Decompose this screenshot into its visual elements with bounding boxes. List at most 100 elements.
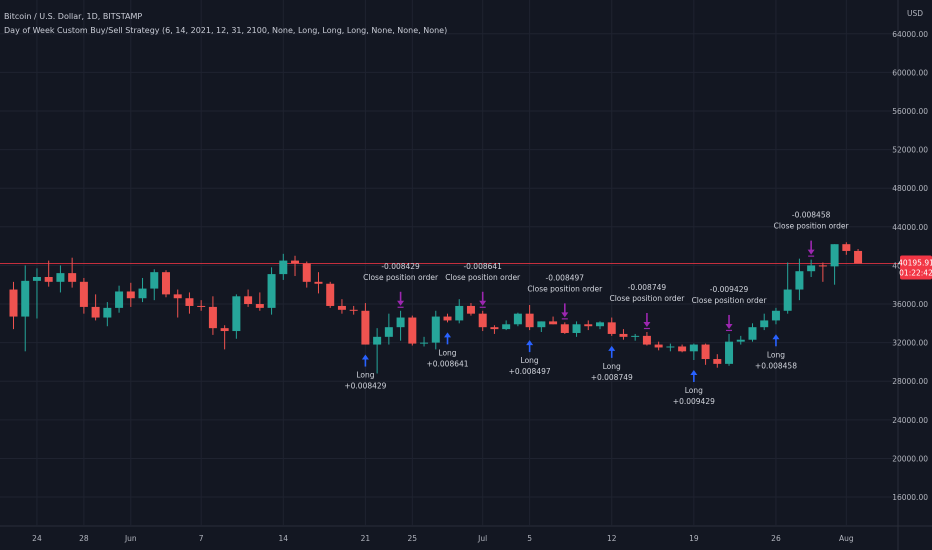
candle-body[interactable] (373, 336, 382, 345)
candle-body[interactable] (596, 322, 604, 327)
candle-body[interactable] (431, 316, 440, 343)
candle-body[interactable] (525, 313, 534, 328)
candle-body[interactable] (748, 327, 757, 340)
price-tick-label: 60000.00 (892, 68, 928, 77)
close-position-label: Close position order (363, 273, 439, 282)
candle-body[interactable] (384, 327, 393, 337)
currency-label[interactable]: USD (907, 9, 923, 18)
candle-body[interactable] (255, 304, 264, 308)
candle-body[interactable] (537, 321, 546, 328)
candle-body[interactable] (244, 296, 253, 305)
candle-body[interactable] (161, 272, 170, 295)
candle-body[interactable] (631, 335, 640, 337)
candle-body[interactable] (807, 265, 816, 272)
time-tick-label: 12 (607, 534, 617, 543)
price-tick-label: 56000.00 (892, 107, 928, 116)
time-tick-label: 5 (527, 534, 532, 543)
candle-body[interactable] (115, 291, 124, 308)
candle-body[interactable] (91, 306, 100, 318)
candle-body[interactable] (208, 306, 217, 329)
close-position-label: Close position order (609, 294, 685, 303)
candle-body[interactable] (783, 289, 792, 311)
time-tick-label: 28 (79, 534, 89, 543)
long-entry-arrowhead (361, 354, 369, 360)
candle-body[interactable] (420, 342, 429, 344)
candle-body[interactable] (549, 321, 558, 325)
candle-body[interactable] (502, 324, 511, 330)
long-entry-label: Long (356, 371, 374, 380)
candle-body[interactable] (760, 320, 769, 328)
long-entry-label: Long (603, 362, 621, 371)
candle-body[interactable] (443, 316, 452, 321)
candle-body[interactable] (396, 317, 405, 328)
candle-body[interactable] (79, 281, 88, 307)
candle-body[interactable] (654, 344, 663, 348)
candle-body[interactable] (220, 328, 229, 332)
candle-body[interactable] (619, 333, 628, 337)
candle-body[interactable] (197, 305, 206, 307)
time-axis[interactable]: 24 28 Jun 7 14 21 25 Jul 5 12 19 26 Aug (32, 534, 854, 543)
candle-body[interactable] (349, 309, 358, 311)
candle-body[interactable] (56, 273, 65, 282)
candle-body[interactable] (408, 317, 417, 344)
candle-body[interactable] (455, 305, 464, 321)
candle-body[interactable] (490, 327, 499, 330)
candle-body[interactable] (818, 265, 827, 267)
candle-body[interactable] (44, 276, 53, 282)
price-tag-box (900, 255, 932, 280)
candle-body[interactable] (361, 310, 370, 345)
candle-body[interactable] (337, 305, 346, 310)
price-tick-label: 24000.00 (892, 416, 928, 425)
time-tick-label: 24 (32, 534, 42, 543)
candle-body[interactable] (326, 283, 335, 306)
candle-body[interactable] (701, 344, 710, 360)
candle-body[interactable] (842, 244, 851, 251)
candles (9, 242, 863, 374)
candle-body[interactable] (607, 322, 616, 334)
candle-body[interactable] (584, 324, 593, 327)
candle-body[interactable] (291, 260, 300, 264)
candle-body[interactable] (103, 307, 112, 318)
time-tick-label: 21 (361, 534, 371, 543)
candle-body[interactable] (32, 276, 41, 281)
candle-body[interactable] (302, 263, 311, 282)
candle-body[interactable] (267, 274, 276, 308)
candle-body[interactable] (689, 344, 698, 352)
candle-body[interactable] (713, 359, 722, 364)
candle-body[interactable] (21, 280, 30, 317)
strategy-title[interactable]: Day of Week Custom Buy/Sell Strategy (6,… (4, 26, 448, 35)
candle-body[interactable] (771, 310, 780, 321)
time-tick-label: Jun (124, 534, 137, 543)
candle-body[interactable] (572, 324, 581, 333)
candle-body[interactable] (642, 335, 651, 345)
candle-body[interactable] (466, 305, 475, 314)
candle-body[interactable] (736, 339, 745, 342)
candle-body[interactable] (150, 272, 159, 289)
close-position-arrowhead (561, 312, 569, 318)
candle-body[interactable] (666, 346, 675, 348)
candle-body[interactable] (138, 288, 147, 299)
candle-body[interactable] (725, 341, 734, 364)
candle-body[interactable] (795, 271, 804, 290)
candle-body[interactable] (678, 346, 687, 352)
candle-body[interactable] (478, 313, 487, 328)
close-position-arrowhead (643, 322, 651, 328)
candle-body[interactable] (173, 294, 182, 299)
candle-body[interactable] (513, 313, 522, 325)
candle-body[interactable] (854, 250, 863, 264)
candle-body[interactable] (830, 244, 839, 267)
candle-body[interactable] (68, 273, 77, 282)
close-position-arrowhead (807, 249, 815, 255)
candle-body[interactable] (279, 260, 288, 275)
candle-body[interactable] (560, 324, 569, 333)
candle-body[interactable] (232, 296, 241, 332)
candle-body[interactable] (185, 298, 194, 306)
candle-body[interactable] (314, 281, 323, 284)
symbol-title[interactable]: Bitcoin / U.S. Dollar, 1D, BITSTAMP (4, 12, 143, 21)
long-entry-label: +0.008429 (344, 382, 386, 391)
candle-body[interactable] (9, 289, 18, 317)
close-position-label: -0.008497 (546, 273, 585, 282)
candle-body[interactable] (126, 291, 135, 299)
